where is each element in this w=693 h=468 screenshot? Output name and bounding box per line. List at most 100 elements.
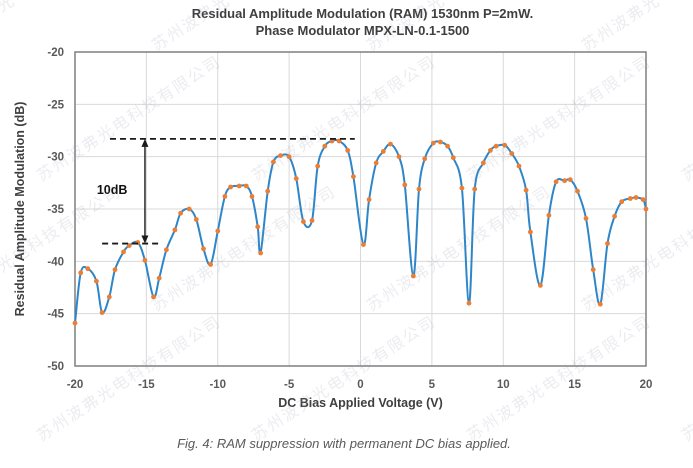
data-point-marker (172, 227, 178, 233)
data-point-marker (388, 141, 393, 147)
data-point-marker (228, 184, 234, 190)
data-point-marker (627, 196, 633, 201)
data-point-marker (410, 273, 416, 279)
data-point-marker (322, 143, 328, 149)
arrowhead-up-icon (141, 138, 149, 147)
data-point-marker (562, 178, 567, 184)
data-point-marker (72, 320, 78, 326)
y-axis-tick-label: -50 (47, 361, 64, 373)
data-point-marker (286, 154, 292, 160)
data-point-marker (351, 174, 356, 180)
chart-title-line1: Residual Amplitude Modulation (RAM) 1530… (191, 6, 534, 21)
data-point-marker (164, 247, 169, 253)
data-point-marker (186, 206, 192, 212)
arrowhead-down-icon (141, 235, 149, 244)
data-point-marker (112, 267, 118, 273)
x-axis-tick-label: 20 (640, 379, 653, 391)
data-point-marker (488, 148, 493, 153)
x-axis-tick-label: 15 (568, 379, 581, 391)
y-axis-tick-label: -20 (47, 47, 64, 59)
y-axis-title: Residual Amplitude Modulation (dB) (13, 102, 27, 317)
data-point-marker (546, 212, 552, 218)
data-point-marker (215, 228, 221, 234)
y-axis-tick-label: -40 (47, 256, 64, 268)
x-axis-tick-label: 5 (429, 379, 436, 391)
data-point-marker (380, 149, 386, 154)
data-point-marker (193, 217, 199, 222)
chart-title-line2: Phase Modulator MPX-LN-0.1-1500 (255, 23, 470, 38)
data-point-marker (236, 183, 242, 189)
data-point-marker (156, 275, 162, 281)
y-axis-tick-label: -45 (47, 309, 64, 321)
data-point-marker (336, 138, 342, 144)
data-point-marker (597, 301, 603, 307)
data-point-marker (523, 187, 529, 193)
data-point-marker (459, 185, 465, 191)
data-point-marker (633, 195, 639, 200)
data-point-marker (575, 188, 580, 194)
data-point-marker (265, 188, 271, 194)
data-point-marker (249, 194, 255, 199)
data-point-marker (528, 229, 533, 235)
data-point-marker (94, 278, 99, 284)
data-point-marker (567, 177, 573, 183)
data-point-marker (402, 182, 408, 188)
data-point-marker (329, 138, 335, 144)
data-point-marker (373, 160, 379, 166)
data-point-marker (309, 218, 315, 223)
data-point-marker (243, 183, 249, 189)
data-point-marker (430, 140, 436, 146)
data-point-marker (445, 143, 450, 149)
data-point-marker (142, 257, 148, 263)
data-point-marker (85, 266, 91, 272)
data-point-marker (208, 262, 214, 267)
data-point-marker (516, 163, 522, 169)
data-point-marker (201, 246, 206, 252)
data-point-marker (78, 270, 84, 276)
data-point-marker (553, 179, 559, 185)
data-point-marker (480, 160, 486, 166)
data-point-marker (493, 143, 499, 149)
data-point-marker (509, 151, 515, 156)
data-point-marker (590, 267, 596, 273)
data-point-marker (278, 153, 283, 159)
data-point-marker (438, 139, 443, 145)
data-point-marker (643, 206, 649, 212)
x-axis-tick-label: 0 (357, 379, 363, 391)
data-point-marker (605, 241, 610, 246)
data-point-marker (151, 294, 156, 300)
data-point-marker (450, 155, 456, 161)
data-point-marker (366, 197, 372, 203)
data-point-marker (361, 242, 366, 248)
data-point-marker (619, 199, 625, 205)
data-point-marker (315, 163, 321, 169)
data-point-marker (345, 148, 351, 153)
y-axis-tick-label: -35 (47, 204, 64, 216)
data-point-marker (222, 194, 228, 199)
chart-title: Residual Amplitude Modulation (RAM) 1530… (30, 5, 693, 39)
x-axis-tick-label: 10 (497, 379, 510, 391)
data-point-marker (271, 159, 276, 165)
data-point-marker (538, 283, 543, 288)
data-point-marker (422, 156, 428, 162)
data-point-marker (612, 213, 617, 219)
annotation-10db-label: 10dB (97, 183, 128, 197)
y-axis-tick-label: -30 (47, 152, 64, 164)
figure-caption: Fig. 4: RAM suppression with permanent D… (177, 436, 511, 451)
data-point-marker (502, 142, 508, 148)
data-point-marker (99, 310, 105, 315)
x-axis-tick-label: -20 (67, 379, 84, 391)
data-point-marker (293, 176, 299, 182)
data-point-marker (640, 197, 646, 203)
data-point-marker (396, 154, 402, 160)
data-point-marker (416, 186, 422, 192)
data-point-marker (106, 294, 112, 300)
x-axis-tick-label: -5 (284, 379, 295, 391)
x-axis-title: DC Bias Applied Voltage (V) (278, 396, 443, 410)
data-point-marker (301, 219, 306, 225)
y-axis-tick-label: -25 (47, 99, 64, 111)
data-point-marker (583, 216, 589, 221)
data-point-marker (466, 300, 472, 306)
